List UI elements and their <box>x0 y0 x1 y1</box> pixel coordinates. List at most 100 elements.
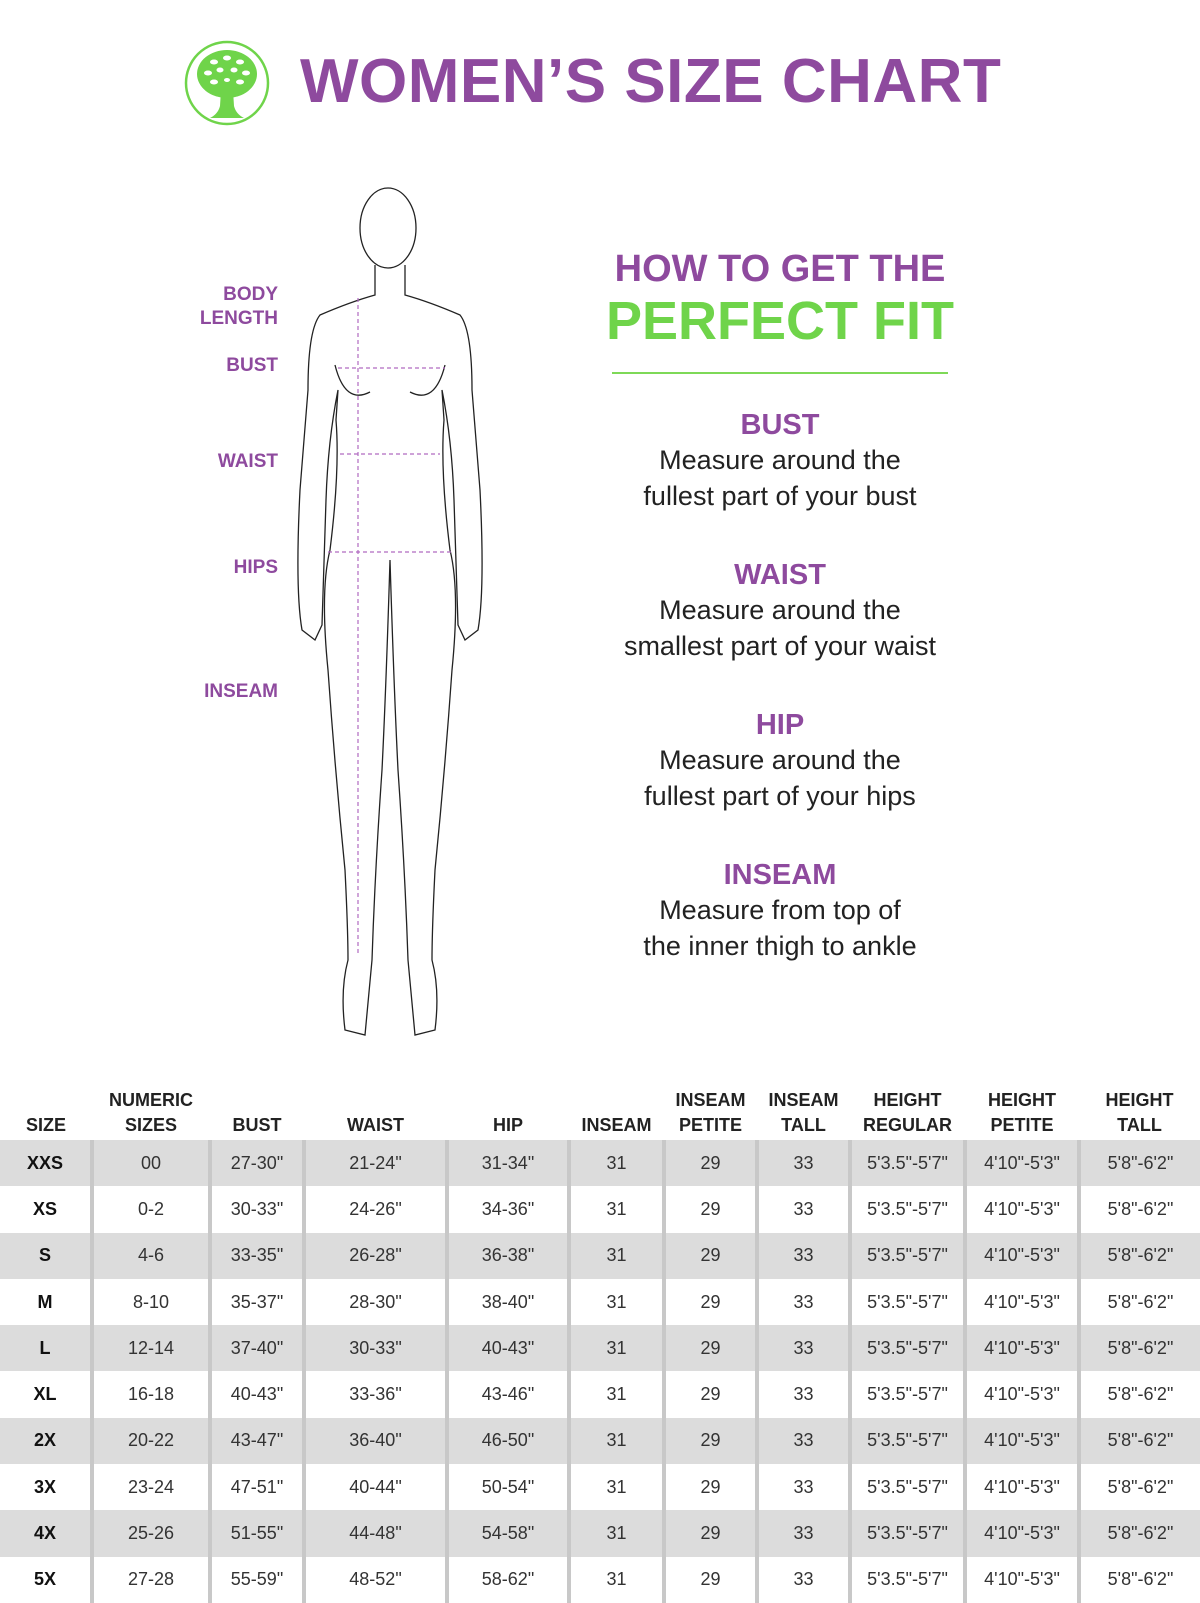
table-cell: 5'8"-6'2" <box>1077 1278 1200 1326</box>
table-cell: 38-40" <box>445 1278 569 1326</box>
fit-heading-bottom: PERFECT FIT <box>606 291 954 351</box>
table-cell: 33 <box>755 1464 850 1511</box>
fit-heading-top: HOW TO GET THE <box>614 248 946 290</box>
header-line: WAIST <box>347 1115 404 1135</box>
table-cell: 54-58" <box>445 1510 569 1557</box>
table-cell: 3X <box>33 1476 57 1497</box>
table-cell: 31 <box>567 1556 664 1603</box>
table-cell: 25-26 <box>90 1510 210 1557</box>
table-cell: 36-40" <box>302 1417 447 1465</box>
header-line: INSEAM <box>675 1090 746 1110</box>
table-cell: 33 <box>755 1371 850 1418</box>
table-cell: 58-62" <box>445 1556 569 1603</box>
table-cell: M <box>37 1291 53 1312</box>
tree-logo-icon <box>184 40 270 126</box>
table-cell: 5'8"-6'2" <box>1077 1140 1200 1187</box>
column-header: SIZE <box>0 1078 92 1140</box>
column-header: HEIGHT REGULAR <box>850 1078 965 1140</box>
table-cell: 29 <box>662 1232 757 1279</box>
tip-text: smallest part of your waist <box>623 631 937 661</box>
table-cell: 33 <box>755 1510 850 1557</box>
table-cell: 4'10"-5'3" <box>963 1417 1079 1465</box>
table-cell: 31-34" <box>445 1140 569 1187</box>
label-hips: HIPS <box>233 557 278 578</box>
header-line: BUST <box>232 1115 282 1135</box>
table-cell: 31 <box>567 1140 664 1187</box>
table-cell: 4'10"-5'3" <box>963 1232 1079 1279</box>
table-cell: 35-37" <box>208 1278 304 1326</box>
column-header: INSEAM PETITE <box>664 1078 757 1140</box>
table-cell: 5'8"-6'2" <box>1077 1510 1200 1557</box>
tip-title: WAIST <box>734 559 826 591</box>
table-cell: XL <box>33 1384 57 1405</box>
table-cell: 33-35" <box>208 1232 304 1279</box>
tip-title: HIP <box>755 709 805 741</box>
table-cell: 5'3.5"-5'7" <box>848 1371 965 1418</box>
table-cell: 31 <box>567 1278 664 1326</box>
table-cell: 4'10"-5'3" <box>963 1140 1079 1187</box>
tip-bust: BUST Measure around the fullest part of yo… <box>560 408 1000 514</box>
column-header: INSEAM <box>569 1078 664 1140</box>
label-inseam: INSEAM <box>204 681 278 702</box>
header-line: REGULAR <box>863 1115 952 1135</box>
table-cell: 31 <box>567 1417 664 1465</box>
table-cell: 5'8"-6'2" <box>1077 1556 1200 1603</box>
table-cell: 27-30" <box>208 1140 304 1187</box>
table-cell: 5'8"-6'2" <box>1077 1464 1200 1511</box>
table-cell: 5'8"-6'2" <box>1077 1325 1200 1372</box>
table-cell: 5'3.5"-5'7" <box>848 1278 965 1326</box>
table-cell: 33 <box>755 1140 850 1187</box>
table-cell: 4'10"-5'3" <box>963 1325 1079 1372</box>
header-line: PETITE <box>678 1115 742 1135</box>
table-cell: 55-59" <box>208 1556 304 1603</box>
table-row: S 4-6 33-35" 26-28" 36-38" 31 29 33 5'3.5"-5'7" 4… <box>0 1232 1200 1279</box>
table-cell: 5'8"-6'2" <box>1077 1417 1200 1465</box>
table-cell: 30-33" <box>302 1325 447 1372</box>
table-cell: 29 <box>662 1186 757 1233</box>
column-header: HIP <box>447 1078 569 1140</box>
table-cell: 30-33" <box>208 1186 304 1233</box>
table-row: XS 0-2 30-33" 24-26" 34-36" 31 29 33 5'3.5"-5'7"… <box>0 1186 1200 1233</box>
body-figure-illustration <box>297 187 483 1036</box>
column-header: NUMERIC SIZES <box>92 1078 210 1140</box>
column-header: BUST <box>210 1078 304 1140</box>
size-table: SIZE NUMERIC SIZES BUST WAIST HIP INSEAM INSEAM… <box>0 1078 1200 1603</box>
tip-text: Measure around the <box>659 745 901 775</box>
table-cell: 37-40" <box>208 1325 304 1372</box>
table-cell: 5'3.5"-5'7" <box>848 1556 965 1603</box>
table-cell: 29 <box>662 1510 757 1557</box>
table-cell: 4'10"-5'3" <box>963 1556 1079 1603</box>
table-cell: 5'3.5"-5'7" <box>848 1232 965 1279</box>
table-cell: 5'3.5"-5'7" <box>848 1510 965 1557</box>
table-cell: 31 <box>567 1464 664 1511</box>
table-cell: 46-50" <box>445 1417 569 1465</box>
table-row: 2X 20-22 43-47" 36-40" 46-50" 31 29 33 5'3.5"-5'… <box>0 1417 1200 1465</box>
table-cell: 4'10"-5'3" <box>963 1278 1079 1326</box>
header-line: TALL <box>1117 1115 1162 1135</box>
table-cell: 5'8"-6'2" <box>1077 1232 1200 1279</box>
table-cell: 4'10"-5'3" <box>963 1510 1079 1557</box>
table-row: XL 16-18 40-43" 33-36" 43-46" 31 29 33 5'3.5"-5'… <box>0 1371 1200 1418</box>
table-cell: 2X <box>0 1417 92 1465</box>
table-cell: 24-26" <box>302 1186 447 1233</box>
table-cell: 4X <box>0 1510 92 1557</box>
table-cell: 8-10 <box>90 1278 210 1326</box>
table-cell: 51-55" <box>208 1510 304 1557</box>
table-cell: 31 <box>567 1510 664 1557</box>
table-cell: 29 <box>662 1325 757 1372</box>
header-line: SIZE <box>25 1115 66 1135</box>
table-cell: 31 <box>567 1325 664 1372</box>
table-cell: 33 <box>755 1186 850 1233</box>
table-row: 4X 25-26 51-55" 44-48" 54-58" 31 29 33 5'3.5"-5'… <box>0 1510 1200 1557</box>
table-row: M 8-10 35-37" 28-30" 38-40" 31 29 33 5'3.5"-5'7"… <box>0 1278 1200 1326</box>
table-cell: 40-43" <box>208 1371 304 1418</box>
header-line: NUMERIC <box>109 1090 193 1110</box>
header-line: INSEAM <box>581 1115 652 1135</box>
header-line: HIP <box>492 1115 523 1135</box>
table-cell: 33 <box>755 1325 850 1372</box>
table-cell: 5'8"-6'2" <box>1077 1371 1200 1418</box>
table-cell: 40-44" <box>302 1464 447 1511</box>
label-bust: BUST <box>226 355 278 376</box>
header-line: HEIGHT <box>987 1090 1056 1110</box>
table-cell: 5X <box>33 1569 57 1590</box>
